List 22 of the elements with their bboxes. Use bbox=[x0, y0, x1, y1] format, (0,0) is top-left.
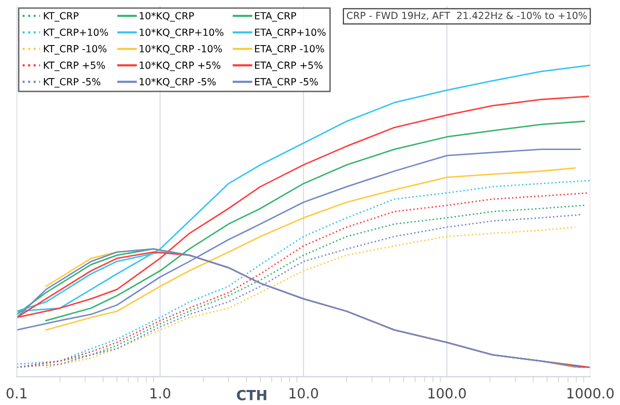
legend-label: ETA_CRP bbox=[255, 12, 296, 22]
legend-label: ETA_CRP+10% bbox=[255, 28, 326, 38]
legend-label: 10*KQ_CRP bbox=[140, 12, 194, 22]
legend-label: 10*KQ_CRP+10% bbox=[140, 28, 224, 38]
x-tick-label: 100.0 bbox=[428, 388, 466, 399]
legend-label: 10*KQ_CRP -5% bbox=[140, 78, 216, 88]
legend-label: KT_CRP -10% bbox=[44, 45, 106, 55]
text: CRP - FWD 19Hz, AFT 21.422Hz & -10% to +10% bbox=[346, 12, 587, 20]
legend-label: ETA_CRP +5% bbox=[255, 62, 323, 72]
legend-label: KT_CRP+10% bbox=[44, 28, 108, 38]
legend-label: KT_CRP bbox=[44, 12, 78, 22]
legend-label: ETA_CRP -10% bbox=[255, 45, 324, 55]
x-tick-label: 10.0 bbox=[290, 388, 318, 399]
x-tick-label: 0.1 bbox=[6, 388, 26, 399]
legend-label: 10*KQ_CRP +5% bbox=[140, 62, 220, 72]
legend-label: ETA_CRP -5% bbox=[255, 78, 318, 88]
legend-label: 10*KQ_CRP -10% bbox=[140, 45, 222, 55]
x-axis-title: CTH bbox=[236, 390, 266, 400]
legend-label: KT_CRP -5% bbox=[44, 78, 100, 88]
x-tick-label: 1000.0 bbox=[567, 388, 614, 399]
x-tick-label: 1.0 bbox=[150, 388, 170, 399]
legend-label: KT_CRP +5% bbox=[44, 62, 105, 72]
